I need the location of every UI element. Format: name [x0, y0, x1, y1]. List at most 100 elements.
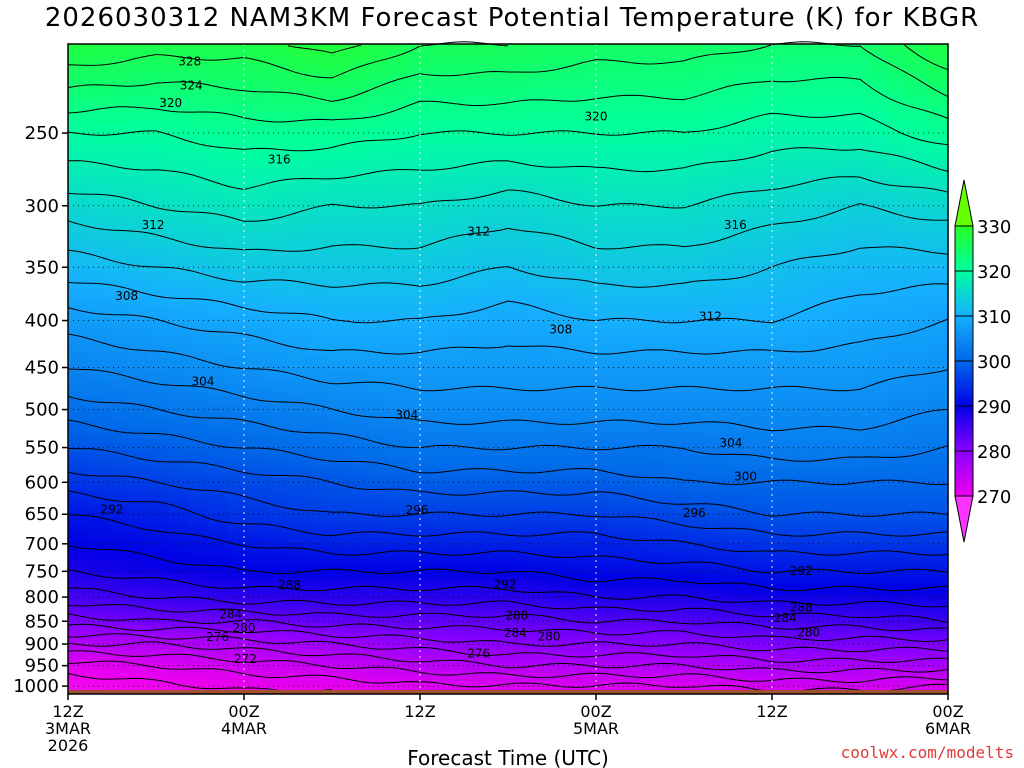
isentrope-310 — [67, 282, 949, 324]
colorbar-label-320: 320 — [977, 262, 1011, 283]
colorbar-label-270: 270 — [977, 487, 1011, 508]
field-column — [568, 44, 589, 694]
field-column — [928, 44, 949, 694]
isentrope-290 — [67, 545, 949, 592]
field-column — [408, 44, 429, 694]
field-column — [588, 44, 609, 694]
field-column — [908, 44, 929, 694]
y-tick-label-900: 900 — [25, 634, 59, 655]
x-tick-label: 00Z — [228, 702, 259, 721]
field-column — [228, 44, 249, 694]
x-tick-label: 12Z — [404, 702, 435, 721]
ground-surface — [68, 690, 948, 694]
grid-lines — [68, 44, 948, 694]
field-column — [608, 44, 629, 694]
y-tick-label-550: 550 — [25, 438, 59, 459]
contour-label-276: 276 — [467, 647, 490, 661]
plot-frame — [67, 43, 949, 695]
plot-area — [68, 44, 949, 694]
field-column — [628, 44, 649, 694]
field-column — [488, 44, 509, 694]
chart-title: 2026030312 NAM3KM Forecast Potential Tem… — [44, 3, 980, 33]
field-column — [168, 44, 189, 694]
y-tick-label-250: 250 — [25, 123, 59, 144]
field-column — [88, 44, 109, 694]
contour-label-308: 308 — [115, 289, 138, 303]
isentrope-302 — [67, 395, 949, 462]
contour-label-316: 316 — [724, 218, 747, 232]
contour-label-312: 312 — [467, 225, 490, 239]
field-column — [328, 44, 349, 694]
contour-label-292: 292 — [494, 577, 517, 591]
field-column — [848, 44, 869, 694]
isentrope-308 — [67, 307, 949, 355]
credit-text: coolwx.com/modelts — [841, 743, 1014, 762]
field-column — [748, 44, 769, 694]
y-tick-label-700: 700 — [25, 534, 59, 555]
field-column — [368, 44, 389, 694]
contour-label-280: 280 — [233, 621, 256, 635]
contour-label-308: 308 — [549, 322, 572, 336]
contour-label-320: 320 — [585, 110, 608, 124]
field-column — [468, 44, 489, 694]
field-column — [208, 44, 229, 694]
field-column — [888, 44, 909, 694]
contour-label-280: 280 — [797, 625, 820, 639]
colorbar-label-280: 280 — [977, 442, 1011, 463]
isentrope-322 — [67, 76, 949, 123]
field-column — [528, 44, 549, 694]
x-tick-label: 12Z — [52, 702, 83, 721]
y-tick-label-450: 450 — [25, 358, 59, 379]
isentrope-296 — [67, 471, 949, 537]
y-axis-pressure: 2503003504004505005506006507007508008509… — [13, 123, 68, 697]
field-column — [688, 44, 709, 694]
field-column — [808, 44, 829, 694]
field-column — [428, 44, 449, 694]
isentrope-316 — [67, 176, 949, 222]
contour-label-324: 324 — [180, 79, 203, 93]
y-tick-label-400: 400 — [25, 311, 59, 332]
isentrope-286 — [67, 587, 949, 624]
isentrope-306 — [67, 333, 949, 392]
field-column — [508, 44, 529, 694]
field-column — [308, 44, 329, 694]
field-column — [128, 44, 149, 694]
field-column — [148, 44, 169, 694]
contour-label-304: 304 — [395, 408, 418, 422]
contour-label-304: 304 — [191, 374, 214, 388]
isentrope-304 — [67, 368, 949, 432]
isentrope-288 — [67, 568, 949, 608]
y-tick-label-600: 600 — [25, 472, 59, 493]
x-tick-label: 00Z — [932, 702, 963, 721]
contour-label-288: 288 — [505, 609, 528, 623]
x-tick-label: 3MAR — [45, 719, 91, 738]
field-column — [868, 44, 889, 694]
isentrope-292 — [67, 514, 949, 574]
colorbar-label-330: 330 — [977, 217, 1011, 238]
field-column — [648, 44, 669, 694]
contour-label-276: 276 — [206, 630, 229, 644]
isentrope-324 — [67, 41, 949, 102]
contour-label-296: 296 — [683, 506, 706, 520]
contour-label-284: 284 — [219, 608, 242, 622]
x-tick-label: 5MAR — [573, 719, 619, 738]
isentrope-314 — [67, 203, 948, 252]
isentrope-278 — [68, 633, 949, 663]
contour-label-280: 280 — [538, 629, 561, 643]
field-column — [548, 44, 569, 694]
contour-label-328: 328 — [178, 55, 201, 69]
x-axis-label: Forecast Time (UTC) — [407, 746, 609, 768]
contour-label-292: 292 — [790, 564, 813, 578]
colorbar-extend-high — [954, 179, 974, 227]
contour-label-284: 284 — [504, 626, 527, 640]
y-tick-label-950: 950 — [25, 656, 59, 677]
isentrope-282 — [67, 613, 949, 643]
contour-label-304: 304 — [719, 436, 742, 450]
y-tick-label-300: 300 — [25, 196, 59, 217]
y-tick-label-850: 850 — [25, 611, 59, 632]
contour-labels: 328 324 320 320 316 316 312 312 312 308 308 304 304 3… — [101, 55, 821, 666]
contour-label-292: 292 — [101, 502, 124, 516]
colorbar-label-300: 300 — [977, 352, 1011, 373]
